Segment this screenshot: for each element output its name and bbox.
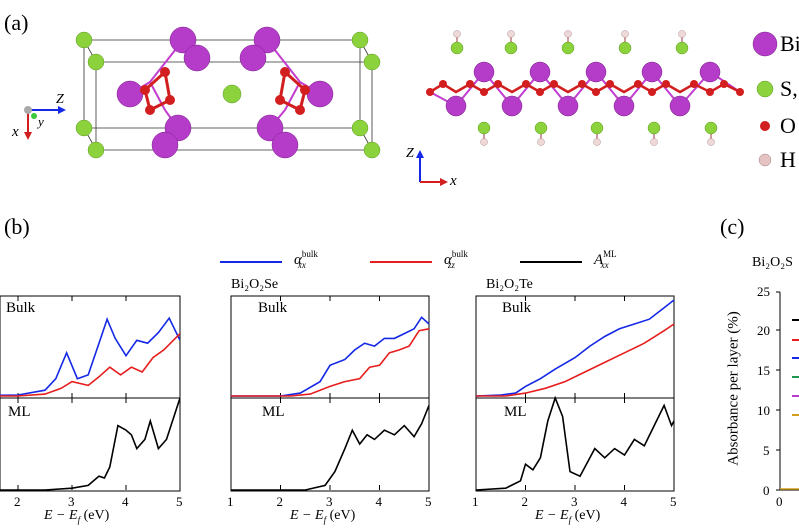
col1-curve-xxbulk <box>0 316 180 397</box>
panel-c-ytick-5: 5 <box>763 443 770 458</box>
bi2o2se-xtick-3: 3 <box>326 494 333 509</box>
panel-label-c: (c) <box>720 214 745 239</box>
bi2o2se-xtick-4: 4 <box>375 494 383 509</box>
panel-label-b: (b) <box>4 214 30 239</box>
bi2o2se-xtick-5: 5 <box>425 494 432 509</box>
col1-curve-axxml <box>0 397 180 491</box>
axes-3d-indicator <box>24 106 66 140</box>
bi-atoms <box>116 26 334 159</box>
title-bi2o2te: Bi₂O₂Te <box>486 277 533 292</box>
legend-label-alpha-zz: αbulkzz <box>444 249 468 270</box>
col2-ml-label: ML <box>262 404 285 420</box>
col1-bulk-label: Bulk <box>6 300 36 316</box>
o-atoms <box>140 67 310 115</box>
col1-xtick-3: 3 <box>68 494 75 509</box>
title-bi2o2se: Bi₂O₂Se <box>231 277 279 292</box>
legend-label-s: S, <box>780 76 798 101</box>
bi2o2te-xtick-4: 4 <box>620 494 628 509</box>
col2-xaxis-title: E − Ef (eV) <box>290 508 356 525</box>
col1-xtick-4: 4 <box>122 494 129 509</box>
legend-label-h: H <box>780 147 796 172</box>
bi2o2te-curve-axxml <box>475 395 675 491</box>
monolayer-bi-atoms <box>445 61 721 117</box>
monolayer-h-atoms <box>453 30 715 146</box>
bi2o2te-xtick-5: 5 <box>670 494 677 509</box>
bi2o2te-xtick-2: 2 <box>521 494 529 509</box>
s-atoms <box>75 31 381 159</box>
monolayer-s-atoms <box>450 41 718 135</box>
panel-c-ytick-10: 10 <box>757 403 770 418</box>
legend-label-alpha-xx: αbulkxx <box>294 249 318 270</box>
axis2d-z-label: Z <box>406 146 414 161</box>
panel-c-title: Bi₂O₂S <box>752 255 793 270</box>
panel-c-xtick-0: 0 <box>776 494 783 509</box>
panel-c-ytick-15: 15 <box>757 363 770 378</box>
col1-curve-zzbulk <box>0 333 180 397</box>
panel-c-ylabel: Absorbance per layer (%) <box>725 311 742 466</box>
col3-xaxis-title: E − Ef (eV) <box>535 508 601 525</box>
panel-label-a: (a) <box>4 10 29 35</box>
axis2d-x-label: x <box>450 173 457 189</box>
col2-bulk-label: Bulk <box>258 300 288 316</box>
col1-xtick-2: 2 <box>14 494 21 509</box>
bi2o2se-xtick-1: 1 <box>227 494 234 509</box>
panel-c-ytick-25: 25 <box>757 284 770 299</box>
legend-label-a-ml: AMLxx <box>594 249 617 270</box>
axis3d-z-label: Z <box>56 92 64 107</box>
legend-label-o: O <box>780 113 796 138</box>
bi2o2te-xtick-1: 1 <box>472 494 479 509</box>
col1-xaxis-title: E − Ef (eV) <box>44 508 110 525</box>
col3-bulk-label: Bulk <box>502 300 532 316</box>
axis3d-y-label: y <box>38 114 44 129</box>
atom-legend-symbols <box>752 31 778 167</box>
bi2o2te-curve-zzbulk <box>476 323 675 397</box>
bi2o2se-xtick-2: 2 <box>276 494 284 509</box>
bi2o2te-xtick-3: 3 <box>571 494 578 509</box>
bi2o2se-curve-zzbulk <box>231 328 430 397</box>
panel-c-ytick-0: 0 <box>763 483 770 498</box>
axis3d-x-label: x <box>12 124 19 140</box>
panel-c-ytick-20: 20 <box>757 323 770 338</box>
panel-c-legend-markers <box>792 319 799 416</box>
col1-xtick-5: 5 <box>176 494 183 509</box>
bi2o2te-curve-xxbulk <box>475 299 675 397</box>
bi2o2se-curve-axxml <box>231 405 430 491</box>
col1-ml-label: ML <box>8 404 31 420</box>
axes-2d-indicator <box>416 150 448 186</box>
bulk-bonds <box>129 39 321 129</box>
monolayer-o-atoms <box>426 80 744 96</box>
col3-ml-label: ML <box>504 404 527 420</box>
legend-label-bi: Bi <box>780 31 799 56</box>
bi2o2se-curve-xxbulk <box>231 316 430 397</box>
